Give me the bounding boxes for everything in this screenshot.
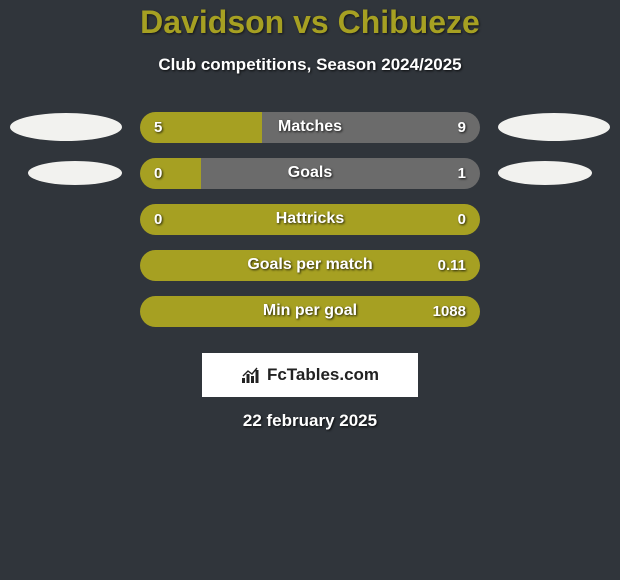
team-indicator-right — [498, 113, 610, 141]
brand-label: FcTables.com — [241, 365, 379, 385]
team-indicator-left — [28, 161, 122, 185]
team-indicator-right — [498, 161, 592, 185]
stat-label: Matches — [140, 112, 480, 143]
date: 22 february 2025 — [0, 411, 620, 431]
stat-label: Min per goal — [140, 296, 480, 327]
team-indicator-left — [10, 113, 122, 141]
stat-value-right: 9 — [458, 112, 466, 143]
stat-value-right: 1 — [458, 158, 466, 189]
subtitle: Club competitions, Season 2024/2025 — [0, 55, 620, 75]
stat-value-right: 1088 — [433, 296, 466, 327]
stat-bar-mpg: Min per goal 1088 — [140, 296, 480, 327]
stat-row: 0 Hattricks 0 — [0, 203, 620, 235]
stat-bar-gpm: Goals per match 0.11 — [140, 250, 480, 281]
page-title: Davidson vs Chibueze — [0, 4, 620, 41]
stat-row: 0 Goals 1 — [0, 157, 620, 189]
brand-box[interactable]: FcTables.com — [202, 353, 418, 397]
stat-row: 5 Matches 9 — [0, 111, 620, 143]
stat-label: Hattricks — [140, 204, 480, 235]
bars-icon — [241, 366, 263, 384]
stat-row: Min per goal 1088 — [0, 295, 620, 327]
stat-bar-hattricks: 0 Hattricks 0 — [140, 204, 480, 235]
stat-row: Goals per match 0.11 — [0, 249, 620, 281]
stat-value-right: 0 — [458, 204, 466, 235]
stat-label: Goals per match — [140, 250, 480, 281]
stat-bar-goals: 0 Goals 1 — [140, 158, 480, 189]
brand-text: FcTables.com — [267, 365, 379, 385]
comparison-widget: Davidson vs Chibueze Club competitions, … — [0, 0, 620, 580]
stat-value-right: 0.11 — [438, 250, 466, 281]
stat-bar-matches: 5 Matches 9 — [140, 112, 480, 143]
stat-label: Goals — [140, 158, 480, 189]
